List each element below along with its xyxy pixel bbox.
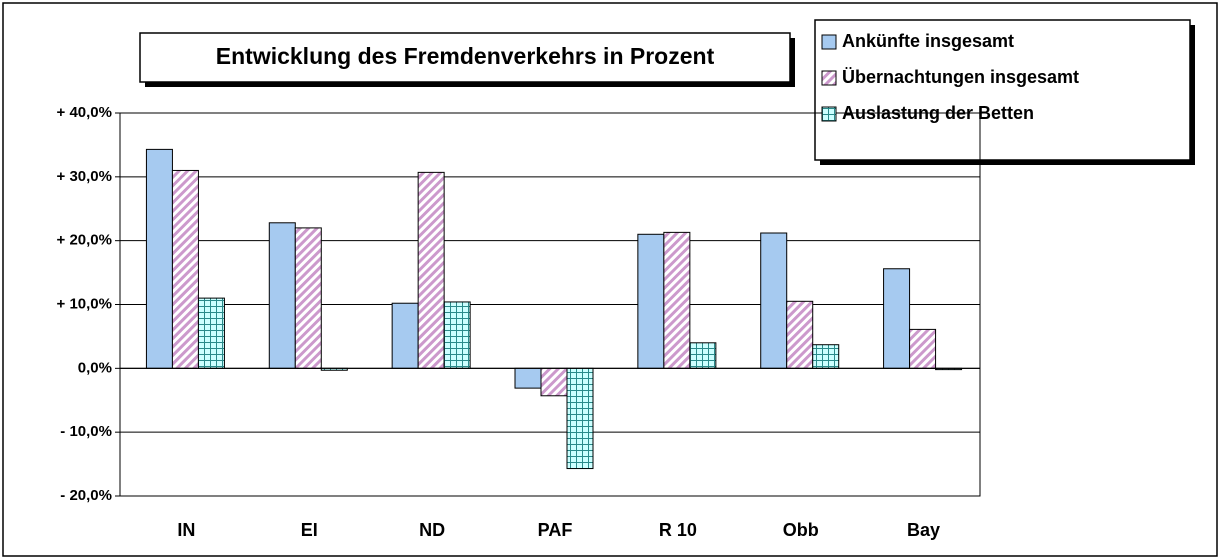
bar	[268, 222, 296, 369]
bar	[443, 301, 471, 369]
bar	[812, 344, 840, 369]
bar	[663, 231, 691, 369]
bar	[786, 300, 814, 369]
x-tick-label: EI	[301, 520, 318, 540]
legend-label: Übernachtungen insgesamt	[842, 67, 1079, 87]
bar	[909, 328, 937, 369]
bar	[637, 233, 665, 369]
y-tick-label: + 40,0%	[57, 104, 112, 121]
y-tick-label: + 30,0%	[57, 168, 112, 185]
bar	[171, 169, 199, 369]
legend-label: Auslastung der Betten	[842, 103, 1034, 123]
bar	[145, 148, 173, 369]
bar	[391, 302, 419, 369]
x-tick-label: IN	[177, 520, 195, 540]
bar	[514, 367, 542, 389]
bar	[883, 268, 911, 369]
x-tick-label: R 10	[659, 520, 697, 540]
x-tick-label: ND	[419, 520, 445, 540]
legend	[814, 19, 1191, 161]
y-tick-label: - 20,0%	[60, 487, 112, 504]
bar	[689, 342, 717, 369]
bar	[294, 227, 322, 369]
bar	[197, 297, 225, 369]
x-tick-label: Obb	[783, 520, 819, 540]
bar	[540, 367, 568, 397]
legend-swatch	[821, 70, 837, 86]
bar	[566, 367, 594, 470]
legend-label: Ankünfte insgesamt	[842, 31, 1014, 51]
y-tick-label: 0,0%	[78, 359, 112, 376]
x-tick-label: PAF	[538, 520, 573, 540]
y-tick-label: + 10,0%	[57, 295, 112, 312]
plot-border	[119, 112, 981, 497]
bar	[760, 232, 788, 369]
chart-title: Entwicklung des Fremdenverkehrs in Proze…	[216, 43, 715, 69]
title-box	[139, 32, 791, 83]
legend-swatch	[821, 34, 837, 50]
y-tick-label: - 10,0%	[60, 423, 112, 440]
y-tick-label: + 20,0%	[57, 232, 112, 249]
bar	[417, 171, 445, 369]
x-tick-label: Bay	[907, 520, 940, 540]
legend-swatch	[821, 106, 837, 122]
